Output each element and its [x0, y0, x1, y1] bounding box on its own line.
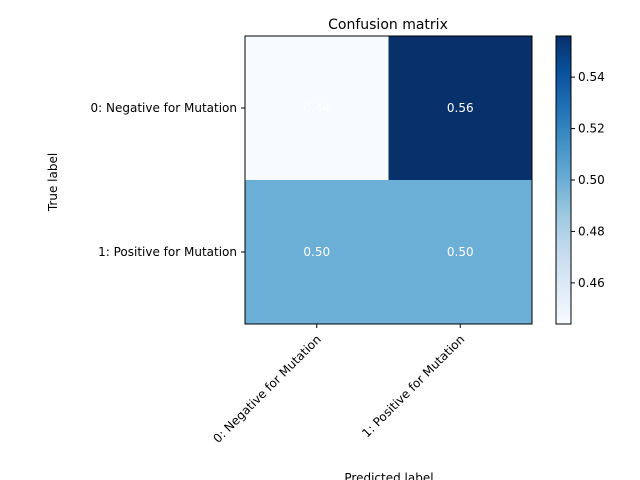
colorbar-tick-label: 0.54 — [578, 70, 605, 84]
y-tick-label: 0: Negative for Mutation — [91, 101, 237, 115]
heatmap-cell — [245, 180, 389, 325]
colorbar-tick-label: 0.48 — [578, 224, 605, 238]
heatmap-cell — [388, 36, 533, 181]
x-tick-labels: 0: Negative for Mutation 1: Positive for … — [210, 324, 467, 446]
heatmap-cell — [245, 36, 389, 181]
y-tick-labels: 0: Negative for Mutation 1: Positive for … — [91, 101, 245, 259]
heatmap-cell — [388, 180, 533, 325]
colorbar — [555, 35, 572, 325]
x-tick-label: 0: Negative for Mutation — [210, 332, 323, 445]
chart-title: Confusion matrix — [328, 17, 448, 33]
colorbar-tick-label: 0.52 — [578, 122, 605, 136]
x-axis-label: Predicted label — [344, 471, 433, 480]
x-tick-label: 1: Positive for Mutation — [359, 332, 467, 440]
colorbar-tick-label: 0.46 — [578, 276, 605, 290]
y-tick-label: 1: Positive for Mutation — [98, 245, 237, 259]
cell-value-label: 0.56 — [447, 101, 474, 115]
plot-frame — [244, 35, 533, 325]
heatmap-cells: 0.44 0.56 0.50 0.50 — [245, 36, 533, 325]
y-axis-label: True label — [46, 153, 60, 212]
colorbar-ticks: 0.46 0.48 0.50 0.52 0.54 — [571, 70, 605, 290]
colorbar-tick-label: 0.50 — [578, 173, 605, 187]
cell-value-label: 0.44 — [303, 101, 330, 115]
cell-value-label: 0.50 — [303, 245, 330, 259]
cell-value-label: 0.50 — [447, 245, 474, 259]
